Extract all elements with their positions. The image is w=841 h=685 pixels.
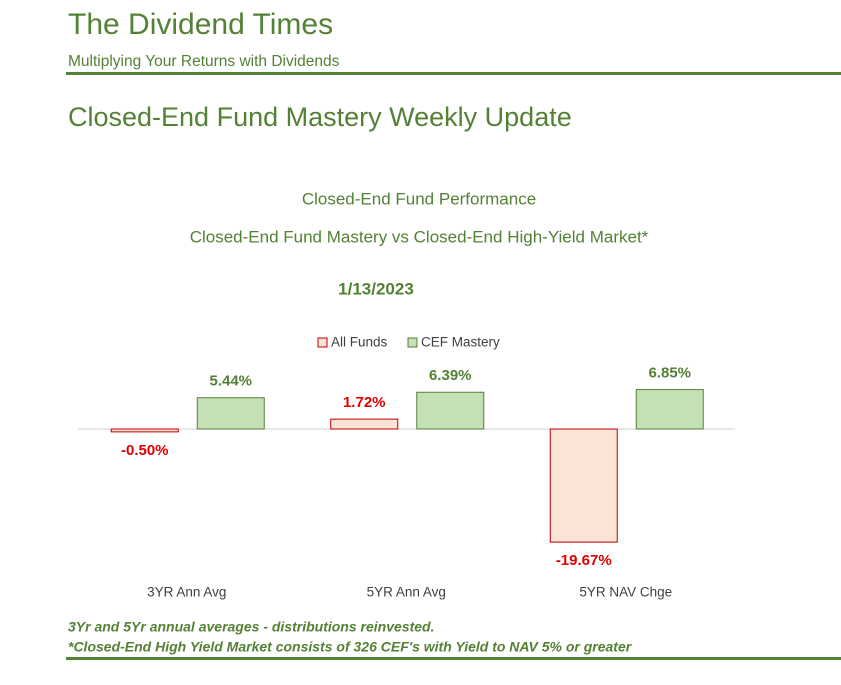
page-heading: Closed-End Fund Mastery Weekly Update <box>68 102 572 132</box>
x-tick-label: 5YR Ann Avg <box>367 585 446 600</box>
bar <box>330 418 399 430</box>
value-label: 6.39% <box>429 367 472 384</box>
bar <box>416 391 485 430</box>
bar <box>635 389 704 430</box>
chart-date: 1/13/2023 <box>338 279 414 298</box>
x-tick-label: 5YR NAV Chge <box>579 585 672 600</box>
header-rule <box>66 72 841 75</box>
bar <box>549 428 618 543</box>
value-label: 6.85% <box>648 365 691 382</box>
footnote: 3Yr and 5Yr annual averages - distributi… <box>68 619 434 635</box>
bar <box>196 397 265 430</box>
chart-subtitle: Closed-End Fund Mastery vs Closed-End Hi… <box>190 227 649 246</box>
bar <box>110 428 179 433</box>
value-label: 1.72% <box>343 394 386 411</box>
legend-swatch <box>317 337 328 348</box>
chart-title: Closed-End Fund Performance <box>302 189 536 208</box>
value-label: -19.67% <box>556 552 612 569</box>
footnote: *Closed-End High Yield Market consists o… <box>68 639 633 655</box>
site-subtitle: Multiplying Your Returns with Dividends <box>68 53 340 70</box>
legend-label: CEF Mastery <box>421 335 500 350</box>
value-label: -0.50% <box>121 442 169 459</box>
footer-rule <box>66 657 841 660</box>
site-title: The Dividend Times <box>68 8 333 41</box>
x-tick-label: 3YR Ann Avg <box>147 585 226 600</box>
value-label: 5.44% <box>209 373 252 390</box>
legend-swatch <box>407 337 418 348</box>
legend-label: All Funds <box>331 335 388 350</box>
